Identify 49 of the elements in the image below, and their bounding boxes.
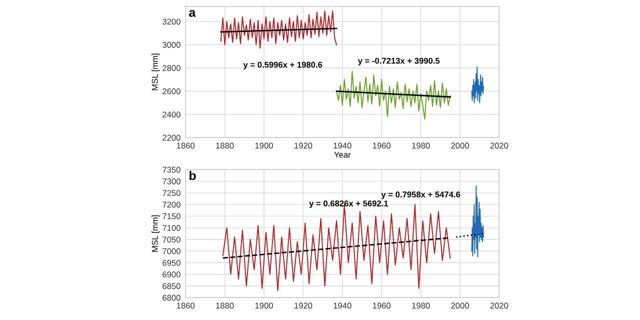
chart-title: b [190,170,196,180]
y-tick-label: 2200 [162,134,180,141]
y-tick-label: 7250 [162,190,180,196]
y-tick-label: 3000 [162,42,180,48]
y-tick-label: 7100 [162,224,180,231]
x-tick-label: 1900 [255,302,273,309]
y-tick-label: 7050 [162,236,180,243]
x-tick-label: 2000 [451,302,469,309]
y-tick-label: 2400 [162,112,180,118]
annotation: y = 0.6826x + 5692.1 [309,200,388,208]
x-tick-label: 1920 [294,302,312,309]
x-tick-label: 2020 [490,142,508,149]
y-tick-label: 2600 [162,88,180,94]
y-tick-label: 7000 [162,248,180,254]
y-tick-label: 6800 [162,294,180,301]
x-tick-label: 1960 [372,302,391,309]
annotation: y = 0.5996x + 1980.6 [243,62,322,70]
line-series [471,66,484,104]
y-tick-label: 2800 [162,65,180,72]
x-tick-label: 1960 [372,142,391,149]
y-tick-label: 7300 [162,178,180,184]
y-axis-title: MSL [mm] [152,215,160,252]
x-tick-label: 1860 [176,302,195,309]
y-tick-label: 6900 [162,272,180,278]
y-tick-label: 6850 [162,283,180,290]
x-tick-label: 1900 [255,142,273,149]
x-tick-label: 1860 [176,142,195,149]
line-series [471,185,484,258]
x-tick-label: 1940 [334,302,352,309]
x-tick-label: 1880 [216,142,234,149]
x-tick-label: 1940 [334,142,352,149]
line-series [336,70,451,120]
y-tick-label: 7200 [162,202,180,208]
annotation: y = 0.7958x + 5474.6 [381,192,460,200]
annotation: y = -0.7213x + 3990.5 [358,58,440,66]
x-axis-title: Year [334,152,351,158]
x-tick-label: 1880 [216,302,234,309]
x-tick-label: 2000 [451,142,469,149]
y-tick-label: 3200 [162,18,180,25]
x-tick-label: 2020 [490,302,508,309]
y-tick-label: 7350 [162,166,180,173]
line-series [220,10,338,49]
chart-title: a [189,10,196,17]
x-tick-label: 1980 [412,302,430,309]
x-tick-label: 1920 [294,142,312,149]
y-axis-title: MSL [mm] [152,54,160,90]
y-tick-label: 7150 [162,213,180,220]
x-tick-label: 1980 [412,142,430,149]
y-tick-label: 6950 [162,260,180,266]
